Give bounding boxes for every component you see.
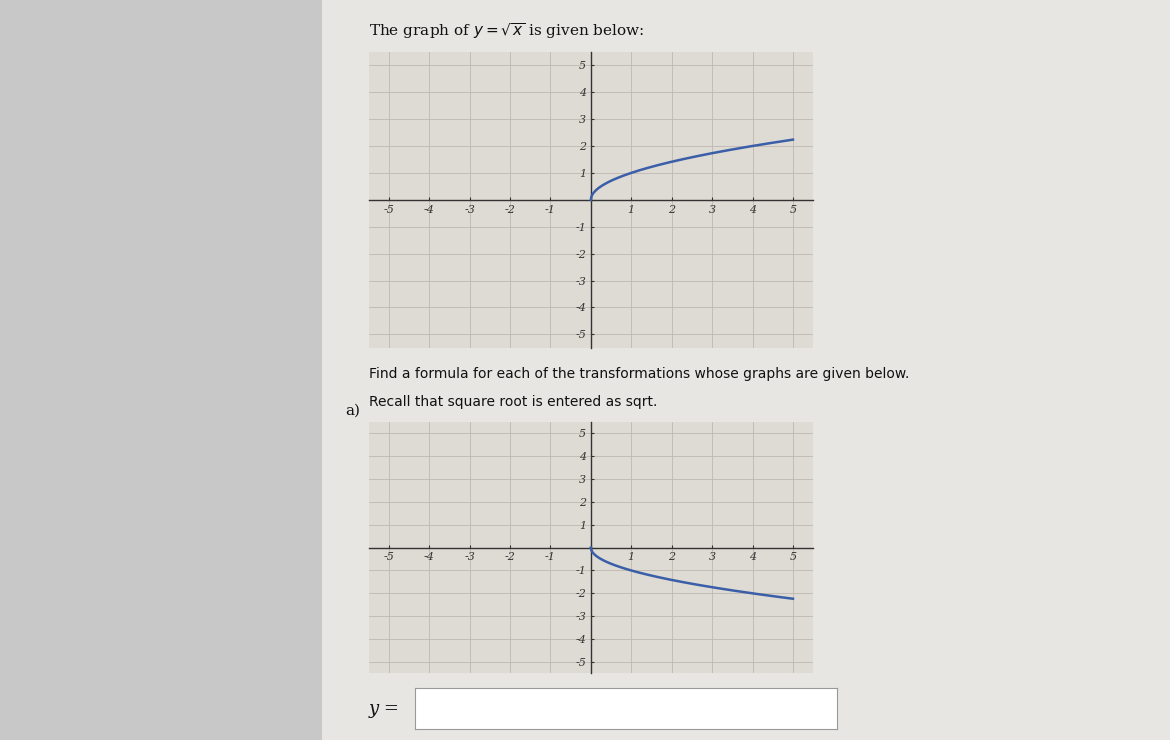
Text: a): a) xyxy=(345,404,360,418)
Text: y =: y = xyxy=(369,699,399,718)
Text: Recall that square root is entered as sqrt.: Recall that square root is entered as sq… xyxy=(369,395,656,409)
Text: Find a formula for each of the transformations whose graphs are given below.: Find a formula for each of the transform… xyxy=(369,367,909,381)
Text: The graph of $y = \sqrt{x}$ is given below:: The graph of $y = \sqrt{x}$ is given bel… xyxy=(369,21,644,41)
